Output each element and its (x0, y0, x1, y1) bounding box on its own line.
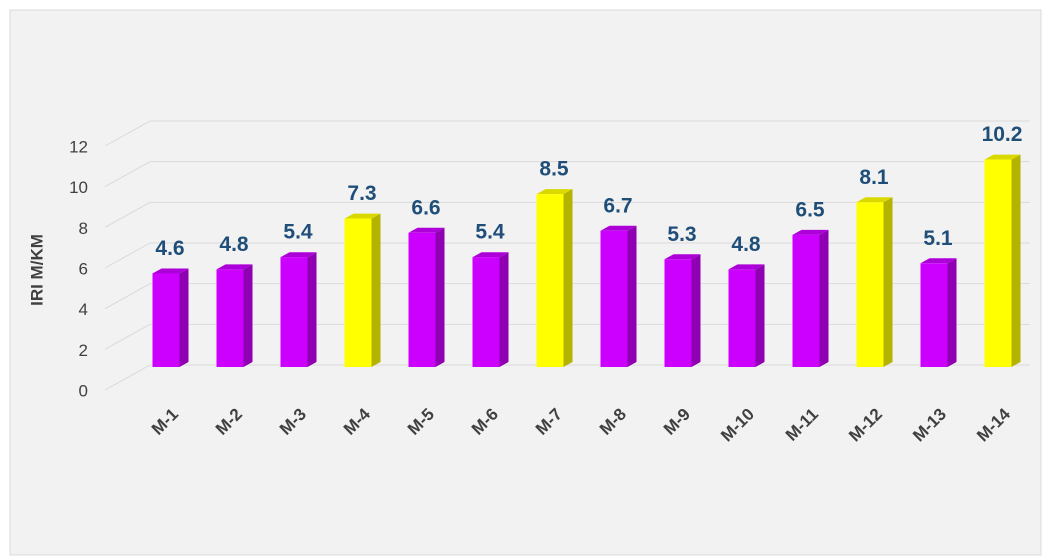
bar-side (691, 254, 701, 367)
grid-line (104, 161, 151, 188)
data-label: 5.1 (923, 227, 953, 250)
data-label: 5.4 (475, 221, 505, 244)
data-label: 6.6 (411, 196, 440, 219)
data-label: 7.3 (347, 182, 376, 205)
y-tick-label: 6 (79, 259, 88, 278)
bar-side (307, 252, 317, 367)
bar-side (243, 264, 253, 367)
bar-top (408, 227, 445, 233)
bar-side (947, 258, 957, 367)
data-label: 8.5 (539, 158, 569, 181)
bar (280, 257, 308, 367)
bar (152, 273, 180, 367)
bar (600, 230, 628, 367)
data-label: 6.7 (603, 194, 632, 217)
bar (408, 232, 436, 367)
bar (344, 218, 372, 367)
y-axis-label: IRI M/KM (27, 234, 46, 306)
grid-line (104, 120, 151, 147)
bar-side (179, 268, 189, 367)
bar (664, 259, 692, 367)
bar-side (755, 264, 765, 367)
data-label: 6.5 (795, 198, 825, 221)
bar-side (627, 225, 637, 367)
data-label: 4.8 (731, 233, 761, 256)
grid-line (104, 323, 151, 350)
bar-top (280, 252, 317, 258)
bar (920, 263, 948, 367)
bar-top (984, 154, 1021, 160)
bar-side (435, 227, 445, 367)
y-tick-label: 10 (69, 178, 88, 197)
data-label: 10.2 (982, 123, 1023, 146)
bar-top (856, 197, 893, 203)
bar-top (152, 268, 189, 274)
data-label: 8.1 (859, 166, 889, 189)
bar-top (472, 252, 509, 258)
bar-side (819, 229, 829, 367)
bar-top (728, 264, 765, 270)
grid-line (104, 201, 151, 228)
data-label: 5.4 (283, 221, 313, 244)
bar-side (499, 252, 509, 367)
bar-top (920, 258, 957, 264)
y-tick-label: 12 (69, 137, 88, 156)
bar-side (1011, 154, 1021, 367)
y-tick-label: 8 (79, 219, 88, 238)
data-label: 4.8 (219, 233, 249, 256)
bar (792, 234, 820, 367)
bar (536, 194, 564, 367)
bar-top (216, 264, 253, 270)
bar (216, 269, 244, 367)
bar (728, 269, 756, 367)
bar-top (536, 189, 573, 195)
bar-top (664, 254, 701, 260)
bar-side (883, 197, 893, 367)
bar (856, 202, 884, 367)
bar-top (600, 225, 637, 231)
bar (984, 159, 1012, 367)
bar (472, 257, 500, 367)
y-tick-label: 0 (79, 381, 88, 400)
bar-top (792, 229, 829, 235)
data-label: 4.6 (155, 237, 184, 260)
y-tick-label: 4 (79, 300, 88, 319)
grid-line (104, 283, 151, 310)
grid-line (104, 242, 151, 269)
grid-line (104, 364, 151, 391)
bar-side (371, 213, 381, 367)
bar-top (344, 213, 381, 219)
y-tick-label: 2 (79, 341, 88, 360)
bar-side (563, 189, 573, 367)
data-label: 5.3 (667, 223, 696, 246)
